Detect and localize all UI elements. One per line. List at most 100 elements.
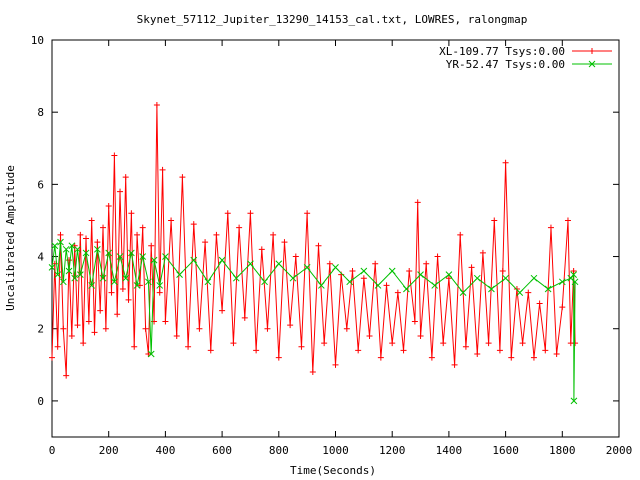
data-point — [326, 260, 333, 267]
data-point — [298, 343, 305, 350]
data-point — [366, 332, 373, 339]
data-point — [473, 274, 481, 282]
data-point — [122, 174, 129, 181]
data-point — [247, 260, 254, 268]
data-point — [411, 318, 418, 325]
data-point — [571, 278, 579, 286]
data-point — [261, 278, 268, 286]
data-point — [417, 332, 424, 339]
x-axis-label: Time(Seconds) — [290, 464, 376, 477]
data-point — [372, 260, 379, 267]
data-point — [60, 325, 67, 332]
data-point — [57, 238, 64, 246]
data-point — [315, 242, 322, 249]
data-point — [51, 242, 59, 250]
data-point — [196, 325, 203, 332]
data-point — [49, 354, 55, 361]
data-point — [544, 285, 552, 293]
data-point — [236, 224, 243, 231]
data-point — [139, 224, 146, 231]
data-point — [377, 354, 384, 361]
data-point — [547, 224, 554, 231]
data-point — [287, 322, 294, 329]
data-point — [570, 267, 577, 274]
x-tick-label: 200 — [99, 444, 119, 457]
data-point — [88, 217, 95, 224]
data-point — [440, 340, 447, 347]
data-point — [128, 210, 135, 217]
data-point — [457, 231, 464, 238]
data-point — [502, 274, 509, 282]
data-point — [445, 271, 453, 278]
data-point — [156, 289, 163, 296]
x-tick-label: 1800 — [549, 444, 576, 457]
data-point — [71, 274, 79, 282]
data-point — [459, 289, 467, 296]
data-point — [147, 350, 155, 358]
data-point — [508, 354, 515, 361]
data-point — [332, 361, 339, 368]
data-point — [105, 249, 113, 257]
data-point — [176, 271, 183, 278]
data-point — [74, 245, 81, 253]
data-point — [156, 282, 164, 289]
data-point — [474, 350, 481, 357]
data-point — [111, 278, 118, 286]
data-point — [94, 245, 101, 253]
data-point — [374, 282, 382, 289]
data-point — [134, 231, 141, 238]
data-point — [179, 174, 186, 181]
data-point — [162, 318, 169, 325]
y-tick-label: 6 — [37, 178, 44, 191]
x-tick-label: 1400 — [436, 444, 463, 457]
data-point — [159, 166, 166, 173]
data-point — [119, 286, 126, 293]
data-point — [499, 267, 506, 274]
data-point — [185, 343, 192, 350]
data-point — [360, 275, 367, 282]
data-point — [346, 278, 354, 286]
data-point — [57, 231, 64, 238]
data-point — [388, 267, 396, 275]
data-point — [65, 267, 73, 275]
data-point — [383, 282, 390, 289]
data-point — [428, 354, 435, 361]
data-point — [309, 369, 316, 376]
data-point — [536, 300, 543, 307]
data-point — [97, 307, 104, 314]
legend-label: XL-109.77 Tsys:0.00 — [439, 45, 565, 58]
data-point — [168, 217, 175, 224]
data-point — [400, 347, 407, 354]
data-point — [68, 242, 76, 250]
series-2 — [48, 238, 579, 405]
data-point — [343, 325, 350, 332]
data-point — [559, 304, 566, 311]
data-point — [68, 332, 75, 339]
plot-area — [48, 101, 579, 405]
x-tick-label: 600 — [212, 444, 232, 457]
data-point — [468, 264, 475, 271]
data-point — [289, 274, 297, 282]
data-point — [355, 347, 362, 354]
data-point — [204, 278, 212, 286]
data-point — [94, 239, 101, 246]
data-point — [462, 343, 469, 350]
data-point — [530, 274, 538, 282]
data-point — [496, 347, 503, 354]
data-point — [54, 271, 62, 278]
data-point — [525, 289, 532, 296]
series-line — [51, 104, 576, 376]
x-tick-label: 800 — [269, 444, 289, 457]
data-point — [423, 260, 430, 267]
data-point — [190, 221, 197, 228]
x-tick-label: 0 — [49, 444, 56, 457]
data-point — [102, 325, 109, 332]
data-point — [292, 253, 299, 260]
y-tick-label: 2 — [37, 323, 44, 336]
data-point — [321, 340, 328, 347]
series-1 — [49, 101, 579, 379]
data-point — [71, 242, 78, 249]
x-tick-label: 1200 — [379, 444, 406, 457]
data-point — [264, 325, 271, 332]
data-point — [519, 340, 526, 347]
